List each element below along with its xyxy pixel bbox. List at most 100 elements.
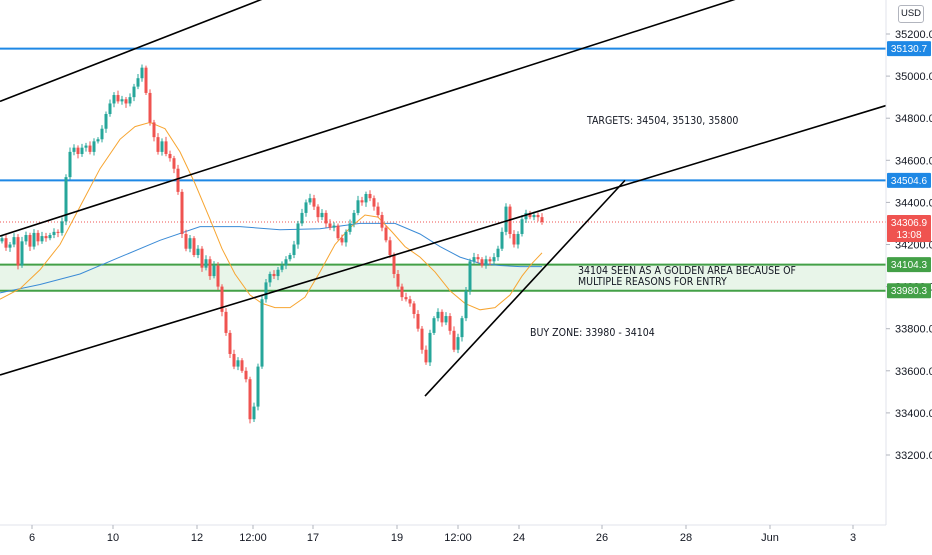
targets-annotation: TARGETS: 34504, 35130, 35800: [586, 115, 738, 127]
candles: [0, 64, 544, 424]
time-tick-label: 24: [513, 532, 525, 544]
price-tick-label: 33600.0: [895, 366, 932, 378]
price-tag-box: [887, 41, 931, 57]
currency-button[interactable]: USD: [898, 5, 924, 23]
candle-body: [520, 219, 524, 234]
candle: [376, 202, 380, 218]
candle: [124, 96, 128, 108]
candle: [440, 309, 444, 327]
candle-body: [0, 238, 4, 242]
candle: [336, 223, 340, 241]
candle: [420, 325, 424, 354]
candle-body: [500, 231, 504, 249]
candle: [520, 215, 524, 237]
upper-channel-line[interactable]: [0, 0, 270, 103]
candle: [32, 229, 36, 250]
candle: [236, 357, 240, 371]
candle-body: [24, 235, 28, 242]
candle: [64, 174, 68, 226]
trendlines: [0, 0, 887, 397]
price-tag-label: 34104.3: [891, 260, 928, 271]
candle-body: [380, 215, 384, 228]
candle-body: [340, 238, 344, 243]
candle: [164, 136, 168, 157]
candle-body: [308, 198, 312, 203]
candle-body: [344, 231, 348, 243]
rising-support-line[interactable]: [424, 179, 626, 397]
candle-body: [196, 248, 200, 256]
candle-body: [484, 259, 488, 266]
candle: [16, 234, 20, 270]
candle-body: [88, 145, 92, 152]
candle: [232, 349, 236, 370]
candle: [152, 119, 156, 142]
candle-body: [456, 337, 460, 350]
candle-body: [424, 349, 428, 363]
candle: [216, 262, 220, 290]
candle-body: [324, 212, 328, 224]
candle: [244, 367, 248, 383]
candle: [384, 225, 388, 243]
candle-body: [416, 313, 420, 329]
candle-body: [516, 233, 520, 245]
candle-body: [36, 232, 40, 242]
candle: [524, 209, 528, 223]
candle-body: [208, 259, 212, 277]
candle-body: [248, 379, 252, 420]
candle: [140, 64, 144, 82]
candle: [100, 125, 104, 143]
candle-body: [180, 191, 184, 234]
candle-body: [384, 227, 388, 241]
candle-body: [52, 231, 56, 236]
lower-channel-line[interactable]: [0, 104, 887, 376]
mid-channel-line[interactable]: [0, 0, 745, 237]
candle-body: [540, 217, 544, 222]
price-tick-label: 35200.0: [895, 29, 932, 41]
candle-body: [296, 223, 300, 245]
candle-body: [184, 233, 188, 249]
candle-body: [8, 244, 12, 248]
candle-body: [64, 177, 68, 222]
candle: [368, 190, 372, 202]
candle-body: [392, 255, 396, 274]
candle: [20, 236, 24, 268]
price-tag-label: 35130.7: [891, 44, 928, 55]
candle: [268, 271, 272, 287]
candle-body: [448, 316, 452, 331]
candle-body: [464, 290, 468, 319]
candle: [12, 233, 16, 248]
candle-body: [400, 286, 404, 298]
candle: [48, 232, 52, 241]
candle: [396, 269, 400, 290]
time-tick-label: 6: [29, 532, 35, 544]
candle-body: [408, 299, 412, 304]
candle-body: [216, 265, 220, 287]
candle-body: [124, 99, 128, 104]
candle: [480, 257, 484, 268]
candle: [208, 256, 212, 280]
time-tick-label: 17: [307, 532, 319, 544]
candle: [220, 284, 224, 317]
candle: [252, 402, 256, 422]
candle: [424, 345, 428, 365]
candle: [316, 204, 320, 222]
candle-body: [452, 330, 456, 350]
candle-body: [68, 151, 72, 178]
candle-body: [336, 225, 340, 239]
candle-body: [224, 311, 228, 333]
candle-body: [152, 122, 156, 138]
candle-body: [524, 212, 528, 220]
candle-body: [468, 261, 472, 291]
candle-body: [172, 158, 176, 169]
candle: [120, 95, 124, 105]
candle-body: [56, 231, 60, 233]
resistance-35130-price-tag: 35130.7: [887, 41, 931, 57]
candle-body: [236, 360, 240, 367]
candle-body: [136, 78, 140, 87]
candle-body: [412, 303, 416, 314]
time-tick-label: 12: [191, 532, 203, 544]
candle: [248, 376, 252, 424]
candle: [156, 133, 160, 155]
